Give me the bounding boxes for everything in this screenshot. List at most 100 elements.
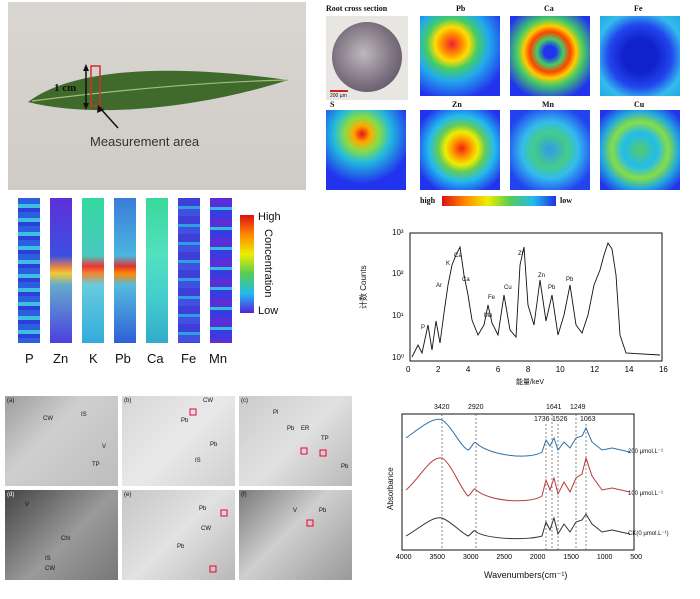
svg-text:Pb: Pb bbox=[548, 285, 556, 291]
ftir-series-label-100: 100 μmol.L⁻¹ bbox=[628, 491, 663, 497]
tem-label: V bbox=[25, 502, 30, 508]
ftir-peak-label: 1736 bbox=[534, 416, 550, 423]
strip-k bbox=[82, 198, 104, 343]
ftir-xtick: 2500 bbox=[496, 554, 512, 561]
xrf-ytick-3: 10³ bbox=[392, 228, 404, 237]
leaf-illustration bbox=[28, 64, 288, 129]
ftir-peak-label: 3420 bbox=[434, 404, 450, 411]
tem-label: ER bbox=[301, 426, 310, 432]
map-label-s: S bbox=[330, 100, 335, 109]
leaf-photo: 1 cm Measurement area bbox=[8, 2, 306, 190]
xrf-xticks: 0 2 4 6 8 10 12 14 16 bbox=[406, 365, 668, 374]
xrf-xtick: 8 bbox=[525, 365, 531, 374]
map-label-fe: Fe bbox=[634, 4, 643, 13]
ftir-panel: 3420 2920 1736 1641 1526 1249 1063 Absor… bbox=[380, 398, 698, 594]
map-zn bbox=[420, 110, 500, 190]
ftir-ylabel: Absorbance bbox=[386, 467, 395, 510]
strip-label-p: P bbox=[25, 351, 34, 366]
map-label-zn: Zn bbox=[452, 100, 462, 109]
tem-label: Pb bbox=[210, 442, 218, 448]
tem-tag-e: (e) bbox=[124, 492, 132, 498]
tem-label: CW bbox=[201, 526, 211, 532]
concentration-colorbar bbox=[240, 215, 254, 313]
tem-label: V bbox=[102, 444, 107, 450]
xrf-xtick: 4 bbox=[465, 365, 471, 374]
tem-tag-c: (c) bbox=[241, 398, 248, 404]
strip-label-mn: Mn bbox=[209, 351, 228, 366]
tem-tile-f bbox=[239, 490, 352, 580]
ftir-xticks: 4000 3500 3000 2500 2000 1500 1000 500 bbox=[396, 554, 642, 561]
tem-tile-a bbox=[5, 396, 118, 486]
svg-text:Zn: Zn bbox=[538, 273, 545, 279]
root-photo: 200 µm bbox=[326, 16, 408, 100]
xrf-xtick: 14 bbox=[624, 365, 634, 374]
ftir-peak-label: 1641 bbox=[546, 404, 562, 411]
tem-label: IS bbox=[195, 458, 201, 464]
ftir-peak-label: 1249 bbox=[570, 404, 586, 411]
tem-panel: (a) (b) (c) (d) (e) (f) CW IS V TP CW Pb… bbox=[5, 396, 360, 586]
legend-high: High bbox=[258, 211, 281, 223]
xrf-xtick: 2 bbox=[435, 365, 441, 374]
xrf-ylabel: 计数 Counts bbox=[359, 265, 368, 309]
map-label-ca: Ca bbox=[544, 4, 554, 13]
strip-label-fe: Fe bbox=[181, 351, 197, 366]
ftir-xtick: 500 bbox=[630, 554, 642, 561]
tem-tile-c bbox=[239, 396, 352, 486]
measurement-box bbox=[90, 65, 101, 107]
xrf-ytick-2: 10² bbox=[392, 269, 404, 278]
svg-text:Ca: Ca bbox=[454, 253, 462, 259]
map-ca bbox=[510, 16, 590, 96]
map-label-mn: Mn bbox=[542, 100, 554, 109]
svg-text:Ar: Ar bbox=[436, 283, 442, 289]
tem-label: CW bbox=[203, 398, 213, 404]
tem-tile-e bbox=[122, 490, 235, 580]
svg-text:Cu: Cu bbox=[504, 285, 512, 291]
svg-text:Mn: Mn bbox=[484, 313, 492, 319]
tem-label: Pb bbox=[319, 508, 327, 514]
tem-label: Pb bbox=[341, 464, 349, 470]
xrf-xtick: 6 bbox=[495, 365, 501, 374]
ftir-spectrum bbox=[401, 413, 635, 551]
ftir-peak-label: 1526 bbox=[552, 416, 568, 423]
strip-pb bbox=[114, 198, 136, 343]
strip-zn bbox=[50, 198, 72, 343]
scale-label: 1 cm bbox=[54, 82, 77, 94]
strip-ca bbox=[146, 198, 168, 343]
map-cu bbox=[600, 110, 680, 190]
strip-label-ca: Ca bbox=[147, 351, 164, 366]
tem-label: Pb bbox=[199, 506, 207, 512]
tem-label: CW bbox=[43, 416, 53, 422]
ftir-series-label-ck: CK(0 μmol.L⁻¹) bbox=[628, 531, 669, 537]
ftir-xtick: 1000 bbox=[596, 554, 613, 561]
strip-label-k: K bbox=[89, 351, 98, 366]
svg-text:Fe: Fe bbox=[488, 295, 496, 301]
map-pb bbox=[420, 16, 500, 96]
map-label-pb: Pb bbox=[456, 4, 466, 13]
tem-label: Pb bbox=[287, 426, 295, 432]
measurement-area-label: Measurement area bbox=[90, 134, 200, 149]
xrf-spectrum-panel: P Ar K Ca Ca Mn Fe Cu Zn Zn Pb Pb 计数 Counts 10³ 10… bbox=[359, 225, 670, 390]
tem-tag-a: (a) bbox=[7, 398, 15, 404]
xrf-xtick: 12 bbox=[590, 365, 600, 374]
tem-tile-d bbox=[5, 490, 118, 580]
tem-label: Chl bbox=[61, 536, 71, 542]
map-s bbox=[326, 110, 406, 190]
ftir-series-label-200: 200 μmol.L⁻¹ bbox=[628, 449, 663, 455]
strip-fe bbox=[178, 198, 200, 343]
legend-low: Low bbox=[258, 305, 279, 317]
ftir-xtick: 1500 bbox=[563, 554, 579, 561]
xrf-xtick: 10 bbox=[555, 365, 565, 374]
svg-text:K: K bbox=[446, 261, 450, 267]
strip-mn bbox=[210, 198, 232, 343]
tem-label: Pl bbox=[273, 410, 279, 416]
tem-label: IS bbox=[45, 556, 51, 562]
root-map-panel: Root cross section 200 µm Pb Ca Fe S Zn … bbox=[320, 0, 700, 212]
xrf-xtick: 0 bbox=[406, 365, 411, 374]
tem-label: Pb bbox=[181, 418, 189, 424]
ftir-xtick: 2000 bbox=[529, 554, 546, 561]
xrf-xtick: 16 bbox=[658, 365, 668, 374]
element-strip-panel: P Zn K Pb Ca Fe Mn High Concentration Lo… bbox=[0, 195, 300, 370]
ftir-peak-label: 1063 bbox=[580, 416, 596, 423]
svg-text:P: P bbox=[421, 325, 425, 331]
